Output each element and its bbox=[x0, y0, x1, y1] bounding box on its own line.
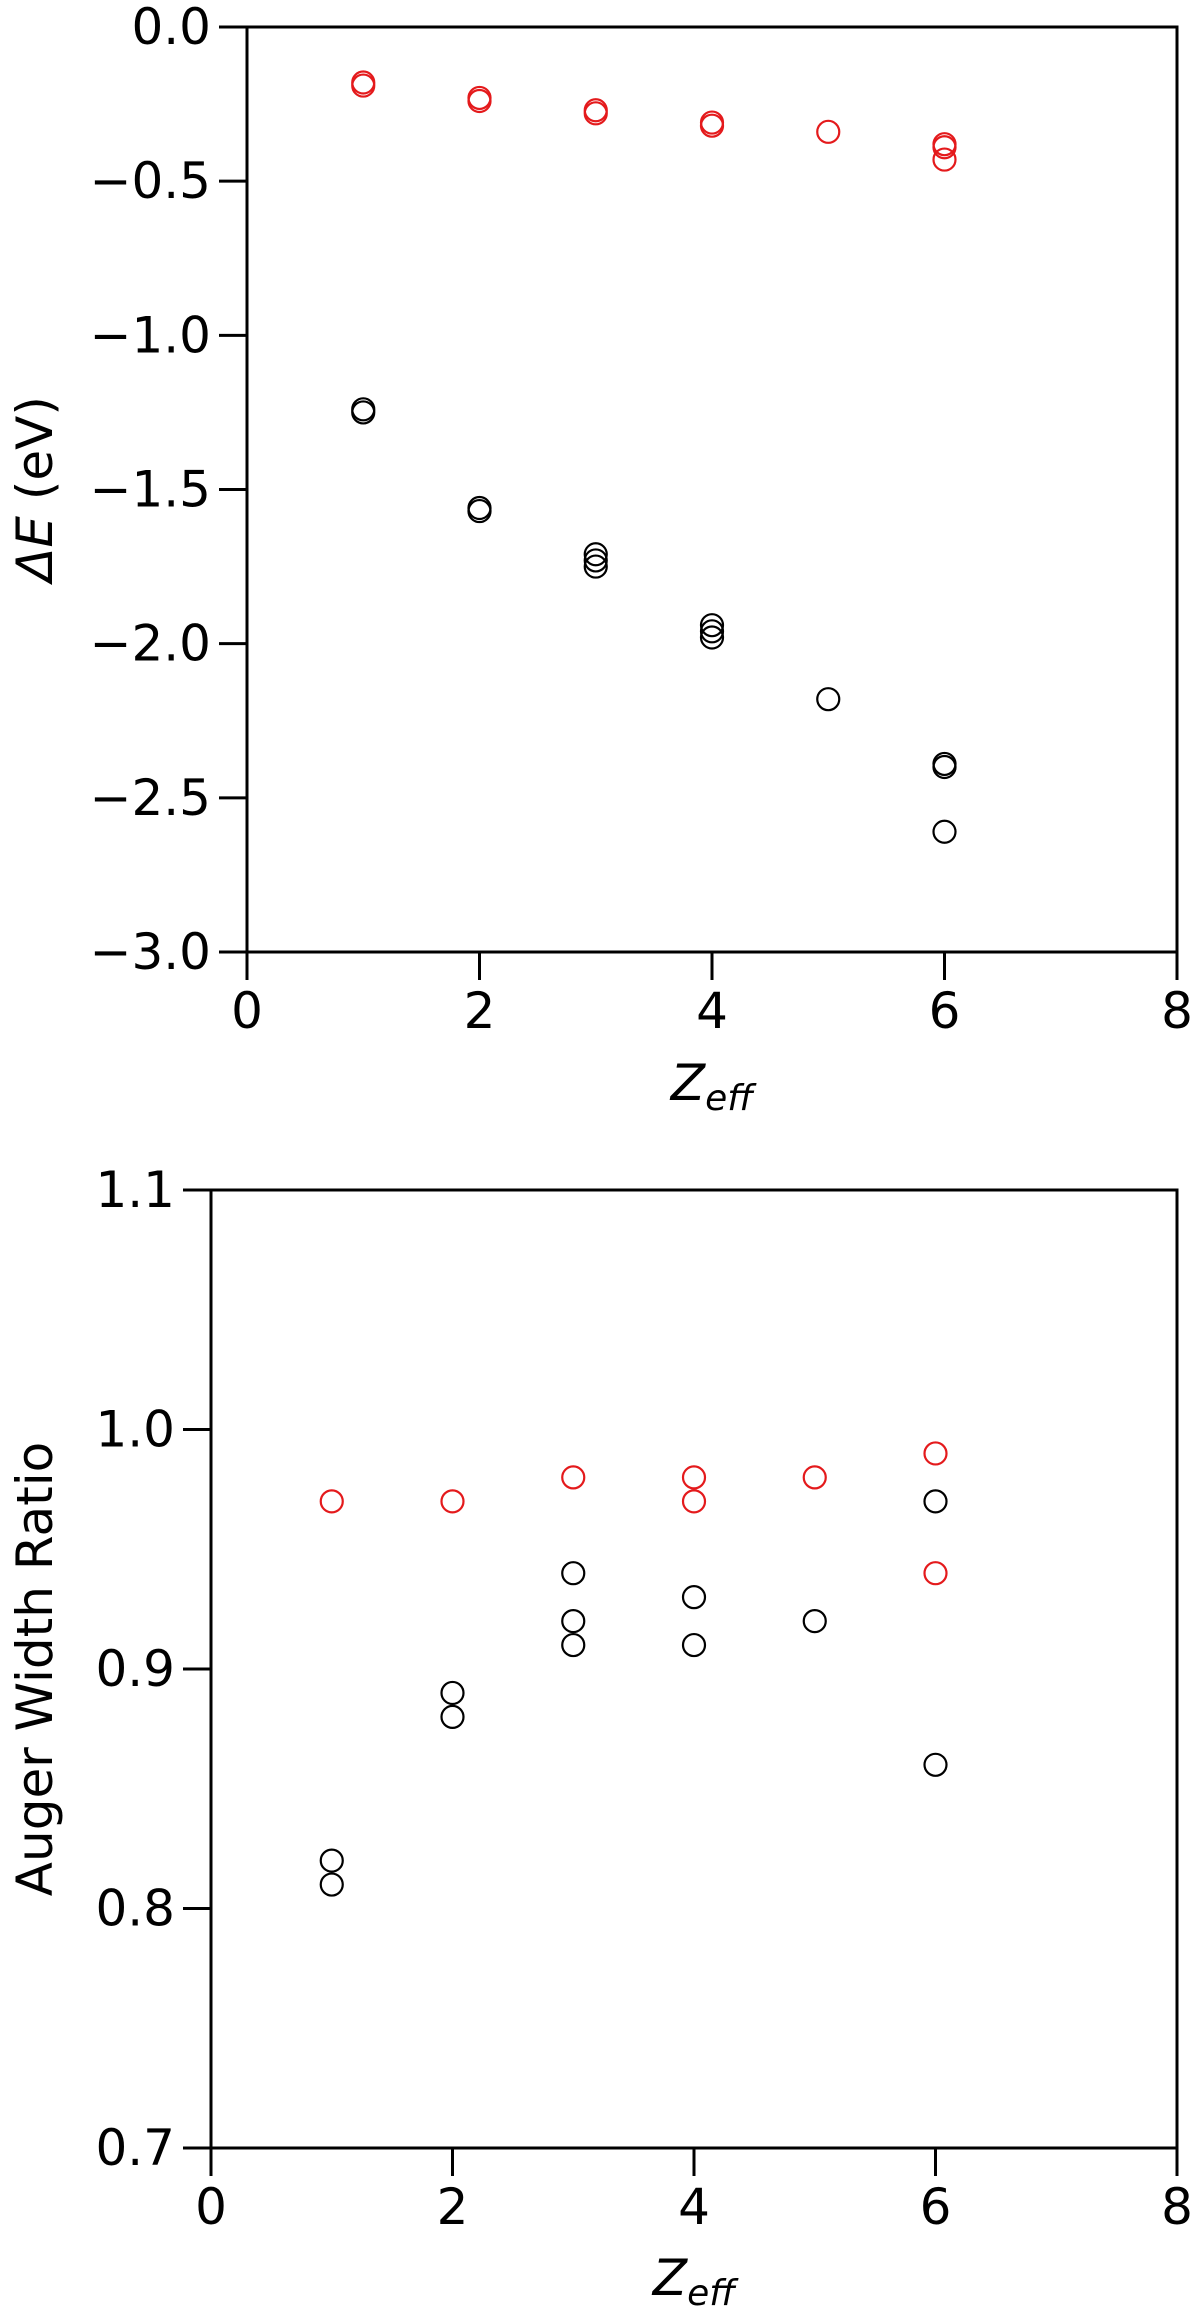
auger-width-series-0-point-1 bbox=[440, 1489, 465, 1514]
auger-width-ticks: 0 2 4 6 8 0.7 0.8 0.9 1.0 1.1 bbox=[95, 1161, 1192, 2236]
delta-e-ticks: 0 2 4 6 8 0.0 −0.5 −1.0 −1.5 −2.0 −2.5 −3.0 bbox=[90, 0, 1193, 1040]
delta-e-points bbox=[351, 70, 957, 844]
auger-width-y-tick-label: 1.0 bbox=[95, 1401, 175, 1459]
delta-e-series-0-point-8 bbox=[816, 119, 841, 144]
delta-e-series-1-point-1 bbox=[351, 400, 376, 425]
delta-e-series-0-point-7 bbox=[699, 113, 725, 138]
delta-e-series-1-point-12 bbox=[932, 754, 957, 780]
auger-width-series-0-point-2 bbox=[561, 1465, 586, 1490]
delta-e-y-tick-label: −1.0 bbox=[90, 306, 211, 364]
auger-width-series-1-point-9 bbox=[802, 1608, 827, 1634]
auger-width-series-0-point-5 bbox=[802, 1465, 827, 1490]
delta-e-x-title-symbol: Z bbox=[669, 1054, 707, 1112]
auger-width-x-tick-label: 6 bbox=[920, 2178, 952, 2236]
auger-width-series-1-point-4 bbox=[561, 1561, 586, 1586]
delta-e-x-axis-title: Zeff bbox=[669, 1054, 757, 1119]
delta-e-series-1-point-4 bbox=[583, 542, 608, 567]
auger-width-series-0-point-4 bbox=[681, 1489, 707, 1514]
delta-e-y-tick-label: 0.0 bbox=[131, 0, 211, 56]
delta-e-y-tick-label: −1.5 bbox=[90, 461, 211, 519]
delta-e-series-1-point-13 bbox=[932, 819, 957, 844]
auger-width-series-1-point-11 bbox=[923, 1752, 948, 1777]
delta-e-x-tick-label: 6 bbox=[929, 982, 961, 1040]
auger-width-points bbox=[319, 1441, 948, 1897]
delta-e-y-tick-label: −2.0 bbox=[90, 615, 211, 673]
delta-e-series-1-point-8 bbox=[699, 619, 725, 644]
auger-width-plot-frame bbox=[209, 1188, 1179, 2150]
auger-width-x-tick-label: 0 bbox=[195, 2178, 227, 2236]
auger-width-y-tick-label: 1.1 bbox=[95, 1161, 175, 1219]
auger-width-x-tick-label: 8 bbox=[1161, 2178, 1193, 2236]
delta-e-y-tick-label: −3.0 bbox=[90, 923, 211, 981]
auger-width-x-tick-label: 2 bbox=[437, 2178, 469, 2236]
delta-e-series-1-point-6 bbox=[583, 554, 608, 579]
delta-e-x-tick-label: 4 bbox=[696, 982, 728, 1040]
delta-e-x-tick-label: 8 bbox=[1161, 982, 1193, 1040]
auger-width-series-0-point-3 bbox=[681, 1465, 707, 1490]
auger-width-x-tick-label: 4 bbox=[678, 2178, 710, 2236]
auger-width-series-1-point-6 bbox=[561, 1632, 586, 1658]
auger-width-x-axis-title: Zeff bbox=[651, 2249, 739, 2314]
auger-width-x-title-symbol: Z bbox=[651, 2249, 689, 2307]
delta-e-series-1-point-7 bbox=[699, 613, 725, 638]
auger-width-series-1-point-5 bbox=[561, 1608, 586, 1634]
auger-width-y-tick-label: 0.9 bbox=[95, 1640, 175, 1698]
delta-e-chart: 0 2 4 6 8 0.0 −0.5 −1.0 −1.5 −2.0 −2.5 −3.0 Zeff ΔE… bbox=[6, 0, 1193, 1119]
auger-width-x-title-subscript: eff bbox=[687, 2273, 739, 2314]
delta-e-series-1-point-3 bbox=[467, 498, 492, 524]
delta-e-series-1-point-10 bbox=[816, 687, 841, 712]
auger-width-series-1-point-7 bbox=[681, 1585, 707, 1610]
auger-width-series-1-point-1 bbox=[319, 1872, 344, 1897]
auger-width-series-1-point-8 bbox=[681, 1632, 707, 1658]
auger-width-chart: 0 2 4 6 8 0.7 0.8 0.9 1.0 1.1 Zeff Auger Width Ra… bbox=[6, 1161, 1193, 2314]
delta-e-plot-frame bbox=[245, 25, 1179, 954]
auger-width-y-tick-label: 0.7 bbox=[95, 2119, 175, 2177]
delta-e-y-title-unit: (eV) bbox=[6, 396, 64, 516]
auger-width-series-0-point-7 bbox=[923, 1561, 948, 1586]
delta-e-y-tick-label: −2.5 bbox=[90, 769, 211, 827]
delta-e-series-1-point-5 bbox=[583, 548, 608, 573]
auger-width-y-tick-label: 0.8 bbox=[95, 1880, 175, 1938]
delta-e-x-tick-label: 0 bbox=[231, 982, 263, 1040]
auger-width-series-0-point-0 bbox=[319, 1489, 344, 1514]
delta-e-x-title-subscript: eff bbox=[705, 1078, 757, 1119]
delta-e-series-0-point-10 bbox=[932, 135, 957, 160]
delta-e-y-axis-title: ΔE (eV) bbox=[6, 396, 64, 586]
delta-e-y-title-symbol: ΔE bbox=[6, 516, 64, 586]
auger-width-series-1-point-3 bbox=[440, 1704, 465, 1730]
auger-width-series-0-point-6 bbox=[923, 1441, 948, 1466]
auger-width-series-1-point-2 bbox=[440, 1680, 465, 1706]
auger-width-series-1-point-0 bbox=[319, 1848, 344, 1873]
auger-width-y-axis-title: Auger Width Ratio bbox=[6, 1442, 64, 1896]
delta-e-x-tick-label: 2 bbox=[464, 982, 496, 1040]
delta-e-y-tick-label: −0.5 bbox=[90, 152, 211, 210]
delta-e-series-0-point-5 bbox=[583, 101, 608, 126]
auger-width-series-1-point-10 bbox=[923, 1489, 948, 1514]
delta-e-series-0-point-11 bbox=[932, 147, 957, 172]
delta-e-series-0-point-1 bbox=[351, 73, 376, 98]
delta-e-series-1-point-9 bbox=[699, 625, 725, 650]
delta-e-series-0-point-3 bbox=[467, 88, 492, 114]
